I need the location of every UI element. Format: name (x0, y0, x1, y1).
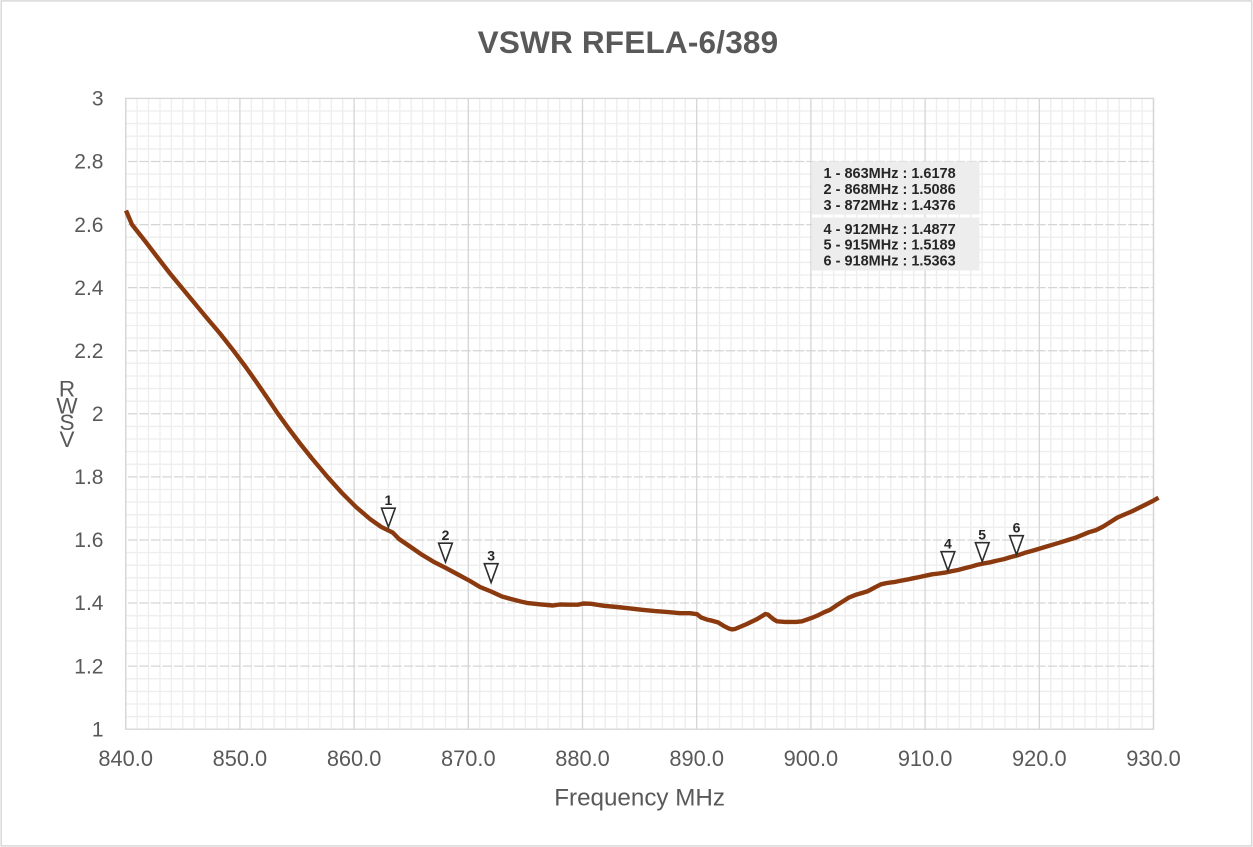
svg-text:2: 2 (92, 403, 104, 426)
svg-text:5 - 915MHz : 1.5189: 5 - 915MHz : 1.5189 (824, 238, 956, 254)
svg-text:930.0: 930.0 (1126, 746, 1181, 771)
svg-text:6 - 918MHz : 1.5363: 6 - 918MHz : 1.5363 (824, 254, 956, 270)
svg-text:2: 2 (442, 527, 450, 543)
svg-text:850.0: 850.0 (213, 746, 268, 771)
svg-text:4: 4 (944, 536, 952, 552)
svg-text:900.0: 900.0 (784, 746, 839, 771)
svg-text:2.6: 2.6 (74, 214, 103, 237)
svg-text:1: 1 (385, 492, 393, 508)
svg-text:870.0: 870.0 (441, 746, 496, 771)
svg-text:860.0: 860.0 (327, 746, 382, 771)
svg-text:2 - 868MHz : 1.5086: 2 - 868MHz : 1.5086 (824, 182, 956, 198)
svg-text:2.4: 2.4 (74, 277, 104, 300)
svg-text:6: 6 (1013, 520, 1021, 536)
svg-text:1.2: 1.2 (74, 655, 103, 678)
svg-text:3: 3 (487, 548, 495, 564)
svg-text:5: 5 (978, 527, 986, 543)
svg-text:840.0: 840.0 (98, 746, 153, 771)
svg-text:3 - 872MHz : 1.4376: 3 - 872MHz : 1.4376 (824, 198, 956, 214)
svg-text:880.0: 880.0 (555, 746, 610, 771)
svg-text:890.0: 890.0 (669, 746, 724, 771)
svg-text:3: 3 (92, 88, 104, 111)
svg-text:910.0: 910.0 (898, 746, 953, 771)
svg-text:2.8: 2.8 (74, 151, 103, 174)
svg-text:S: S (59, 410, 74, 435)
svg-text:R: R (59, 377, 75, 402)
svg-text:2.2: 2.2 (74, 340, 103, 363)
svg-text:1.4: 1.4 (74, 592, 104, 615)
svg-text:W: W (56, 393, 78, 418)
svg-text:VSWR RFELA-6/389: VSWR RFELA-6/389 (478, 24, 779, 60)
svg-text:1: 1 (92, 718, 104, 741)
svg-text:Frequency MHz: Frequency MHz (554, 785, 725, 812)
svg-text:1 - 863MHz : 1.6178: 1 - 863MHz : 1.6178 (824, 166, 956, 182)
svg-text:4 - 912MHz : 1.4877: 4 - 912MHz : 1.4877 (824, 222, 956, 238)
svg-text:1.6: 1.6 (74, 529, 103, 552)
svg-text:1.8: 1.8 (74, 466, 103, 489)
svg-text:V: V (59, 427, 74, 452)
svg-text:920.0: 920.0 (1012, 746, 1067, 771)
